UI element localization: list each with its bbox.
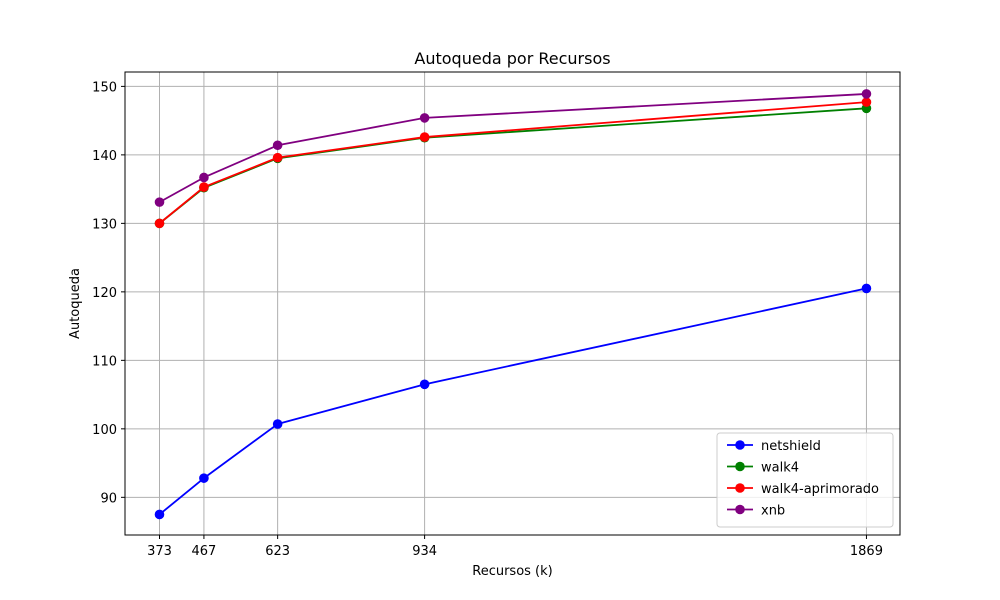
- x-tick-label: 467: [192, 544, 217, 559]
- axis-ticks: 373 467 623 934 1869 90 100 110 120 130 140 150: [92, 80, 883, 559]
- legend-box: [716, 432, 894, 528]
- x-tick-label: 623: [265, 544, 290, 559]
- data-point: [199, 473, 209, 483]
- x-axis-label: Recursos (k): [472, 564, 552, 579]
- data-point: [861, 89, 872, 99]
- data-point: [419, 113, 430, 123]
- legend-entry: walk4: [727, 461, 799, 476]
- data-point: [154, 197, 165, 207]
- legend: netshield walk4 walk4-aprimorado xnb: [716, 432, 894, 528]
- legend-entry: xnb: [727, 504, 785, 519]
- data-point: [861, 97, 872, 107]
- series-walk4-aprimorado: [154, 97, 872, 229]
- data-point: [419, 379, 430, 390]
- data-point: [272, 419, 283, 429]
- x-tick-label: 1869: [850, 544, 883, 559]
- y-tick-label: 130: [92, 217, 117, 232]
- series-netshield: [154, 283, 872, 520]
- y-tick-label: 100: [92, 423, 117, 438]
- legend-marker: [735, 504, 745, 515]
- legend-marker: [735, 461, 745, 472]
- legend-entry: walk4-aprimorado: [727, 482, 879, 497]
- data-point: [272, 140, 283, 151]
- data-point: [861, 283, 872, 294]
- plot-series: [154, 89, 872, 520]
- data-point: [272, 152, 283, 163]
- data-point: [154, 509, 165, 520]
- legend-entry: netshield: [727, 439, 821, 454]
- legend-label: netshield: [761, 439, 821, 454]
- legend-label: xnb: [761, 504, 785, 519]
- data-point: [199, 182, 209, 192]
- legend-label: walk4: [761, 461, 799, 476]
- data-point: [419, 132, 430, 142]
- x-tick-label: 934: [412, 544, 437, 559]
- data-point: [199, 172, 209, 183]
- y-tick-label: 110: [92, 354, 117, 369]
- y-axis-label: Autoqueda: [68, 268, 83, 339]
- y-tick-label: 120: [92, 286, 117, 301]
- series-xnb: [154, 89, 872, 207]
- chart-title: Autoqueda por Recursos: [414, 49, 610, 68]
- legend-label: walk4-aprimorado: [761, 482, 879, 497]
- y-tick-label: 140: [92, 149, 117, 164]
- legend-marker: [735, 440, 745, 450]
- data-point: [154, 218, 165, 229]
- x-tick-label: 373: [147, 544, 172, 559]
- plot-frame: [124, 71, 901, 536]
- legend-marker: [735, 483, 745, 493]
- y-tick-label: 90: [100, 491, 117, 506]
- y-tick-label: 150: [92, 80, 117, 95]
